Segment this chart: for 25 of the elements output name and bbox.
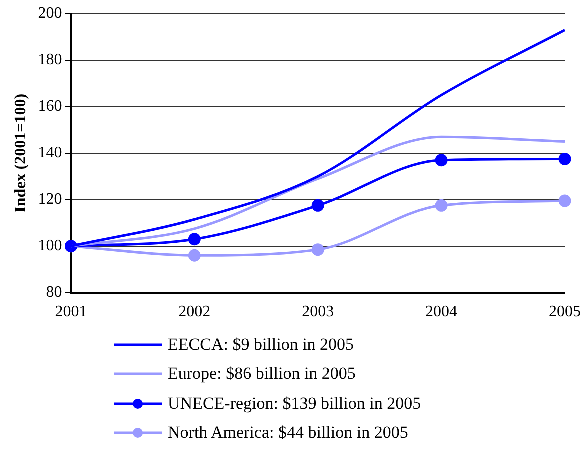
point: [312, 199, 324, 212]
y-tick-label: 180: [38, 52, 62, 69]
x-tick-label: 2002: [178, 304, 211, 321]
legend-label: Europe: $86 billion in 2005: [168, 364, 356, 384]
legend-label: North America: $44 billion in 2005: [168, 423, 408, 444]
y-tick-label: 100: [38, 238, 62, 255]
x-tick-label: 2005: [549, 304, 581, 321]
y-tick-label: 160: [38, 98, 62, 116]
point: [558, 194, 572, 208]
x-tick-label: 2003: [302, 304, 334, 321]
point: [435, 199, 448, 212]
point: [312, 244, 324, 256]
x-tick-label: 2004: [426, 304, 458, 321]
point: [558, 152, 572, 166]
y-tick-label: 200: [38, 5, 62, 22]
y-tick-label: 120: [38, 191, 62, 208]
y-tick-label: 80: [46, 284, 62, 302]
y-tick-label: 140: [38, 144, 62, 162]
y-axis-title: Index (2001=100): [12, 94, 30, 213]
point: [188, 249, 201, 262]
legend-label: UNECE-region: $139 billion in 2005: [168, 394, 422, 414]
point: [435, 154, 448, 167]
legend-label: EECCA: $9 billion in 2005: [168, 334, 354, 355]
point: [188, 233, 201, 246]
x-tick-label: 2001: [55, 304, 88, 321]
